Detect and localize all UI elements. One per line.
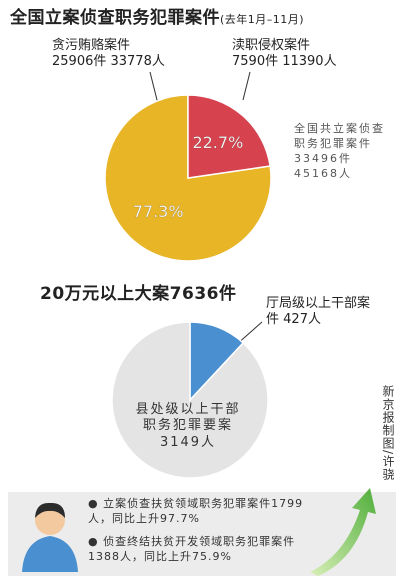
- slice-label: 厅局级以上干部案件 427人: [266, 296, 374, 329]
- note-text: 立案侦查扶贫领域职务犯罪案件1799人，同比上升97.7%: [88, 497, 304, 526]
- detail-label: 25906件 33778人: [52, 54, 165, 70]
- value-label: 22.7%: [192, 133, 243, 152]
- detail-label: 7590件 11390人: [232, 54, 337, 70]
- annotation: 全国共立案侦查职务犯罪案件33496件45168人: [294, 122, 385, 180]
- value-label: 77.3%: [133, 202, 184, 221]
- arrow-icon: [310, 488, 376, 576]
- note-2: ● 侦查终结扶贫开发领域职务犯罪案件1388人，同比上升75.9%: [88, 535, 296, 564]
- category-label: 渎职侵权案件: [232, 38, 311, 53]
- category-label: 贪污贿赂案件: [52, 38, 131, 53]
- chart-subtitle: (去年1月–11月): [220, 13, 305, 26]
- pie-slice: [187, 94, 271, 179]
- legend-left: 贪污贿赂案件 25906件 33778人: [52, 38, 165, 71]
- person-icon: [22, 502, 78, 572]
- category-label: 厅局级以上干部案件: [266, 296, 371, 328]
- legend-right: 渎职侵权案件 7590件 11390人: [232, 38, 337, 71]
- chart-title-1: 全国立案侦查职务犯罪案件(去年1月–11月): [10, 8, 304, 29]
- pie-slice: [111, 321, 269, 479]
- credit: 新京报制图/许骁: [381, 385, 395, 482]
- category-label: 县处级以上干部职务犯罪要案: [135, 402, 241, 434]
- value-label: 427人: [283, 312, 321, 328]
- slice-label: 县处级以上干部职务犯罪要案 3149人: [132, 402, 244, 451]
- chart-title-2: 20万元以上大案7636件: [40, 284, 237, 304]
- note-1: ● 立案侦查扶贫领域职务犯罪案件1799人，同比上升97.7%: [88, 497, 304, 526]
- value-label: 3149人: [159, 434, 217, 450]
- leader-line: [242, 71, 251, 101]
- title-text: 全国立案侦查职务犯罪案件: [10, 8, 220, 28]
- note-text: 侦查终结扶贫开发领域职务犯罪案件1388人，同比上升75.9%: [88, 535, 296, 564]
